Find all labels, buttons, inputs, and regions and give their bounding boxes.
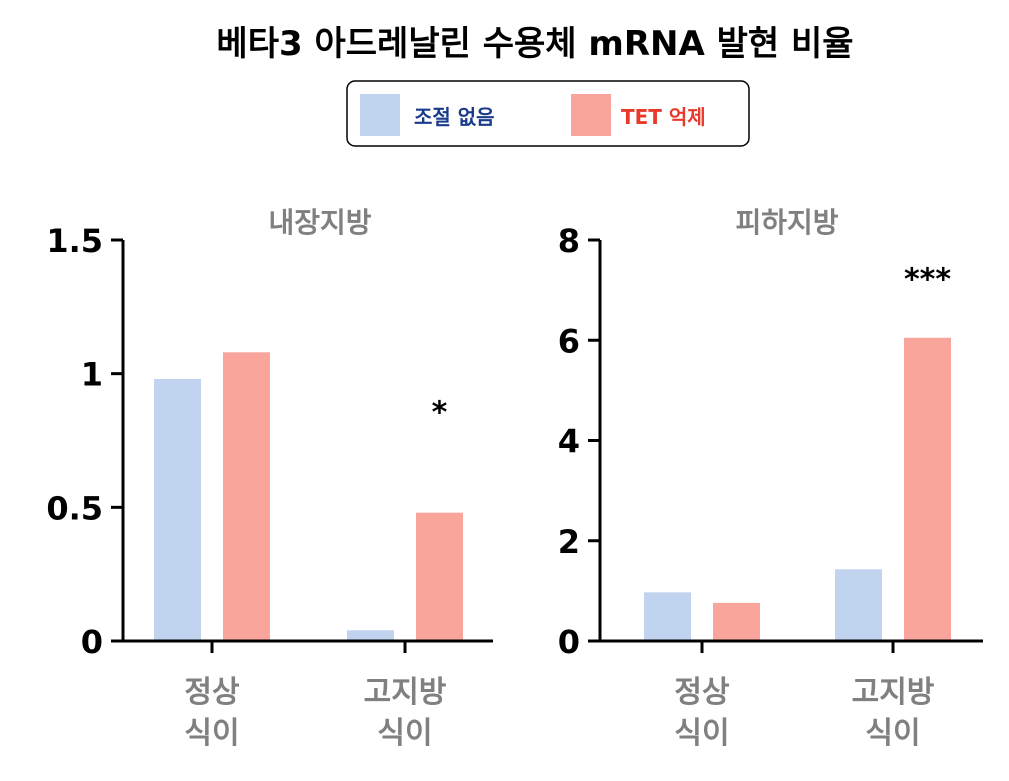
x-tick-label: 고지방 bbox=[364, 675, 447, 710]
y-tick-label: 2 bbox=[558, 523, 580, 561]
y-tick-label: 0.5 bbox=[46, 489, 103, 527]
x-tick-label: 고지방 bbox=[852, 675, 935, 710]
x-tick-label: 식이 bbox=[865, 716, 920, 751]
bar-visceral-high-fat-diet-tet-inhibition bbox=[416, 512, 463, 641]
y-tick-label: 0 bbox=[558, 623, 580, 661]
legend-label-tet-inhibition: TET 억제 bbox=[621, 105, 706, 129]
legend: 조절 없음 TET 억제 bbox=[346, 80, 750, 147]
bar-subcutaneous-high-fat-diet-tet-inhibition bbox=[904, 337, 951, 641]
x-tick-label: 정상 bbox=[674, 675, 730, 710]
panel-title-subcutaneous: 피하지방 bbox=[735, 206, 838, 239]
legend-swatch-no-control bbox=[360, 94, 400, 136]
bar-visceral-high-fat-diet-no-control bbox=[347, 630, 394, 641]
bar-subcutaneous-normal-diet-no-control bbox=[644, 592, 691, 641]
legend-label-no-control: 조절 없음 bbox=[414, 105, 495, 129]
significance-marker: *** bbox=[904, 263, 951, 298]
y-tick-label: 8 bbox=[558, 222, 580, 260]
y-tick-label: 4 bbox=[558, 423, 580, 461]
y-tick-label: 6 bbox=[558, 322, 580, 360]
y-tick-label: 1 bbox=[81, 356, 103, 394]
y-tick-label: 1.5 bbox=[46, 222, 103, 260]
legend-swatch-tet-inhibition bbox=[571, 94, 611, 136]
x-tick-label: 정상 bbox=[184, 675, 240, 710]
panel-title-visceral: 내장지방 bbox=[268, 206, 371, 239]
x-tick-label: 식이 bbox=[377, 716, 432, 751]
bar-visceral-normal-diet-tet-inhibition bbox=[223, 352, 270, 641]
significance-marker: * bbox=[432, 396, 448, 431]
x-tick-label: 식이 bbox=[674, 716, 729, 751]
legend-frame bbox=[346, 80, 750, 147]
y-tick-label: 0 bbox=[81, 623, 103, 661]
bar-visceral-normal-diet-no-control bbox=[154, 379, 201, 641]
chart-title: 베타3 아드레날린 수용체 mRNA 발현 비율 bbox=[216, 24, 853, 64]
bar-subcutaneous-high-fat-diet-no-control bbox=[835, 569, 882, 641]
x-tick-label: 식이 bbox=[184, 716, 239, 751]
bar-subcutaneous-normal-diet-tet-inhibition bbox=[713, 602, 760, 641]
